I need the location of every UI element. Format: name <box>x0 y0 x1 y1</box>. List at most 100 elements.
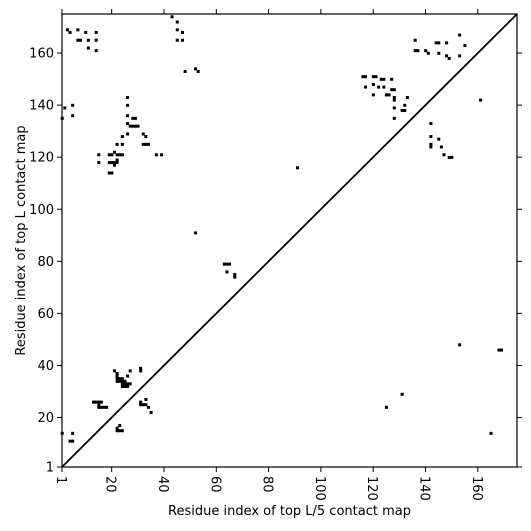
upper-contact-point-50 <box>154 153 158 157</box>
lower-contact-point-37 <box>139 369 143 373</box>
upper-contact-point-103 <box>447 56 451 60</box>
upper-contact-point-9 <box>84 30 88 34</box>
upper-contact-point-11 <box>86 46 90 50</box>
x-axis-title: Residue index of top L/5 contact map <box>168 504 411 519</box>
upper-contact-point-8 <box>78 38 83 42</box>
upper-contact-point-115 <box>463 43 467 47</box>
lower-contact-point-4 <box>92 400 96 404</box>
upper-contact-point-76 <box>377 85 381 89</box>
upper-contact-point-82 <box>390 77 394 81</box>
upper-contact-point-107 <box>429 145 433 149</box>
upper-contact-point-24 <box>115 161 119 165</box>
upper-contact-point-61 <box>194 231 198 235</box>
upper-contact-point-48 <box>144 142 148 146</box>
upper-contact-point-102 <box>445 54 449 58</box>
upper-contact-point-5 <box>68 30 72 34</box>
upper-contact-point-90 <box>403 109 407 113</box>
upper-contact-point-29 <box>112 163 117 167</box>
lower-contact-point-38 <box>139 366 143 370</box>
lower-contact-point-13 <box>112 369 117 373</box>
upper-contact-point-37 <box>126 122 130 126</box>
upper-contact-point-35 <box>126 103 130 107</box>
lower-contact-point-30 <box>126 374 130 378</box>
lower-contact-point-15 <box>115 374 119 378</box>
lower-contact-point-32 <box>115 429 119 433</box>
upper-contact-point-70 <box>364 75 368 79</box>
upper-contact-point-39 <box>128 124 132 128</box>
lower-contact-point-28 <box>123 384 127 388</box>
lower-contact-point-34 <box>118 429 122 433</box>
upper-contact-point-96 <box>424 49 428 53</box>
upper-contact-point-89 <box>400 109 404 113</box>
upper-contact-point-23 <box>112 161 117 165</box>
lower-contact-point-3 <box>71 431 75 435</box>
upper-contact-point-21 <box>107 161 111 165</box>
x-tick-label-4: 80 <box>260 476 275 493</box>
lower-contact-point-23 <box>120 382 124 386</box>
lower-contact-point-20 <box>118 379 122 383</box>
upper-contact-point-33 <box>120 135 124 139</box>
upper-contact-point-40 <box>131 124 135 128</box>
upper-contact-point-4 <box>65 28 69 32</box>
upper-contact-point-32 <box>120 142 124 146</box>
lower-contact-point-8 <box>99 400 103 404</box>
lower-contact-point-33 <box>115 426 119 430</box>
y-axis-title: Residue index of top L contact map <box>14 125 29 355</box>
lower-contact-point-24 <box>123 382 127 386</box>
upper-contact-point-72 <box>371 75 375 79</box>
lower-contact-point-19 <box>115 379 119 383</box>
lower-triangle-points <box>60 343 504 443</box>
lower-contact-point-17 <box>118 377 122 381</box>
lower-contact-point-29 <box>126 384 130 388</box>
upper-contact-point-88 <box>392 116 396 120</box>
lower-contact-point-9 <box>97 405 101 409</box>
upper-contact-point-26 <box>97 153 101 157</box>
upper-contact-point-105 <box>429 135 433 139</box>
upper-contact-point-77 <box>379 77 383 81</box>
lower-contact-point-21 <box>120 379 124 383</box>
upper-contact-point-71 <box>364 85 368 89</box>
upper-contact-point-19 <box>118 153 122 157</box>
upper-contact-point-52 <box>170 15 174 19</box>
upper-contact-point-14 <box>94 49 98 53</box>
x-tick-label-1: 20 <box>103 476 118 493</box>
upper-contact-point-79 <box>382 85 386 89</box>
upper-contact-point-15 <box>107 153 111 157</box>
upper-contact-point-51 <box>160 153 164 157</box>
upper-contact-point-108 <box>437 137 441 141</box>
y-tick-label-1: 20 <box>37 411 54 426</box>
lower-contact-point-48 <box>458 343 462 347</box>
upper-contact-point-92 <box>405 96 409 100</box>
upper-contact-point-16 <box>110 153 114 157</box>
upper-contact-point-100 <box>437 51 441 55</box>
lower-contact-point-1 <box>68 439 72 443</box>
upper-contact-point-22 <box>110 161 114 165</box>
upper-contact-point-43 <box>131 116 135 120</box>
x-tick-label-2: 40 <box>155 476 170 493</box>
upper-contact-point-10 <box>86 38 90 42</box>
upper-contact-point-104 <box>429 122 433 126</box>
diagonal-line <box>61 13 518 468</box>
upper-contact-point-106 <box>429 142 433 146</box>
lower-contact-point-26 <box>128 382 132 386</box>
upper-contact-point-17 <box>112 150 117 154</box>
upper-contact-point-47 <box>141 142 145 146</box>
upper-contact-point-13 <box>94 38 98 42</box>
upper-contact-point-7 <box>76 38 80 42</box>
y-tick-label-3: 60 <box>37 307 54 322</box>
upper-contact-point-20 <box>120 153 124 157</box>
upper-contact-point-6 <box>76 28 80 32</box>
lower-contact-point-7 <box>97 403 101 407</box>
upper-contact-point-91 <box>403 103 407 107</box>
upper-contact-point-109 <box>439 145 443 149</box>
upper-contact-point-60 <box>196 69 200 73</box>
lower-contact-point-50 <box>497 348 501 352</box>
lower-contact-point-45 <box>149 411 153 415</box>
y-tick-label-6: 120 <box>29 151 54 166</box>
upper-contact-point-78 <box>382 77 386 81</box>
x-tick-label-7: 140 <box>416 476 431 501</box>
upper-contact-point-45 <box>141 132 145 136</box>
upper-contact-point-55 <box>180 30 184 34</box>
lower-contact-point-36 <box>120 429 124 433</box>
